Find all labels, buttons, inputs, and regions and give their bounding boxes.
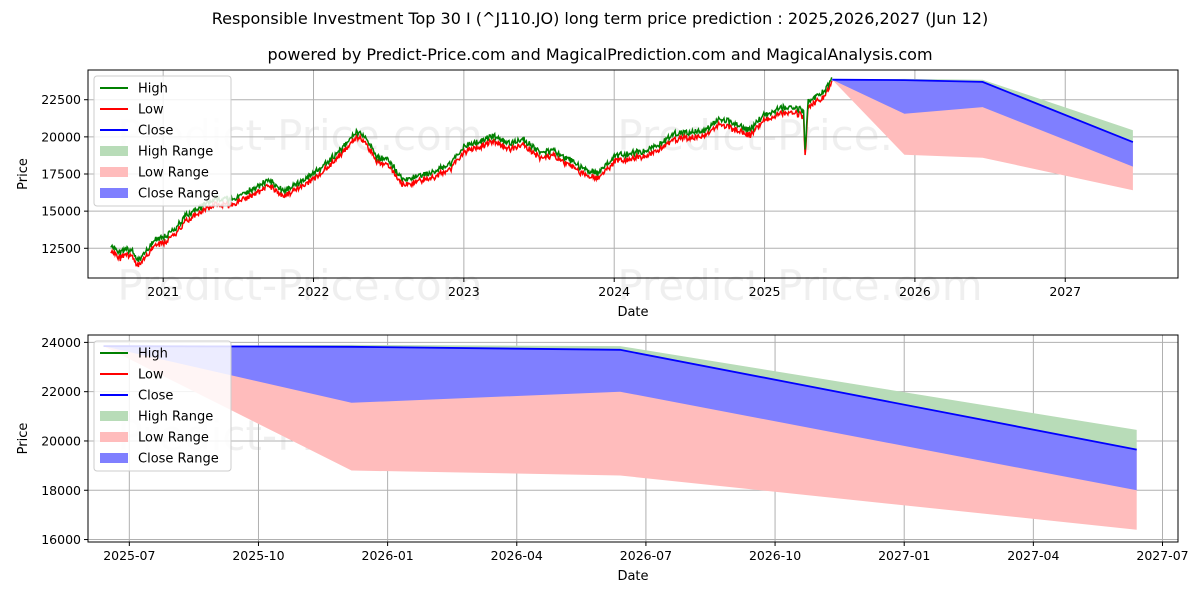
- x-tick-label: 2027-01: [878, 548, 930, 563]
- y-tick-label: 22500: [41, 92, 81, 107]
- legend-label: Close Range: [138, 452, 219, 467]
- x-tick-label: 2025-10: [232, 548, 284, 563]
- x-tick-label: 2027-07: [1136, 548, 1188, 563]
- legend-label: Close Range: [138, 187, 219, 202]
- x-tick-label: 2024: [598, 284, 630, 299]
- close-series-line: [832, 78, 1134, 143]
- x-tick-label: 2027: [1049, 284, 1081, 299]
- legend-box: [93, 75, 232, 207]
- x-tick-label: 2025-07: [103, 548, 155, 563]
- y-tick-label: 20000: [41, 433, 81, 448]
- x-tick-label: 2026: [899, 284, 931, 299]
- legend-patch-swatch: [100, 188, 128, 198]
- y-tick-label: 22000: [41, 384, 81, 399]
- x-tick-label: 2026-10: [749, 548, 801, 563]
- x-tick-label: 2023: [448, 284, 480, 299]
- high-range-band: [103, 344, 1137, 450]
- legend-label: Low: [138, 103, 164, 118]
- legend-label: High Range: [138, 410, 213, 425]
- watermark-text: Predict-Price.com: [117, 261, 482, 310]
- y-tick-label: 15000: [41, 204, 81, 219]
- legend-label: Close: [138, 389, 173, 404]
- legend-label: High: [138, 82, 168, 97]
- legend-patch-swatch: [100, 167, 128, 177]
- x-tick-label: 2026-07: [620, 548, 672, 563]
- x-tick-label: 2027-04: [1007, 548, 1059, 563]
- legend-label: High Range: [138, 145, 213, 160]
- legend-box: [93, 340, 232, 472]
- legend-label: Low: [138, 368, 164, 383]
- plot-panel-2: Predict-Price.comPredict-Price.com2025-0…: [16, 334, 1189, 584]
- close-range-band: [832, 79, 1133, 167]
- x-tick-label: 2026-01: [362, 548, 414, 563]
- x-axis-label: Date: [617, 305, 648, 320]
- high-range-band: [832, 78, 1133, 143]
- y-tick-label: 24000: [41, 335, 81, 350]
- legend-label: High: [138, 347, 168, 362]
- y-tick-label: 18000: [41, 483, 81, 498]
- y-tick-label: 16000: [41, 532, 81, 547]
- x-tick-label: 2026-04: [491, 548, 543, 563]
- legend-label: Close: [138, 124, 173, 139]
- axes-frame: [87, 334, 1179, 543]
- y-tick-label: 12500: [41, 241, 81, 256]
- x-tick-label: 2025: [749, 284, 781, 299]
- legend-patch-swatch: [100, 432, 128, 442]
- x-axis-label: Date: [617, 569, 648, 584]
- y-tick-label: 20000: [41, 129, 81, 144]
- legend-patch-swatch: [100, 146, 128, 156]
- chart-subtitle: powered by Predict-Price.com and Magical…: [267, 45, 933, 64]
- legend-patch-swatch: [100, 411, 128, 421]
- close-range-band: [103, 346, 1137, 491]
- legend-label: Low Range: [138, 166, 209, 181]
- y-axis-label: Price: [16, 158, 31, 190]
- watermark-text: Predict-Price.com: [617, 261, 982, 310]
- y-tick-label: 17500: [41, 167, 81, 182]
- chart-title: Responsible Investment Top 30 I (^J110.J…: [211, 9, 989, 28]
- plot-panel-1: Predict-Price.com Predict-Price.comPredic…: [16, 69, 1179, 320]
- y-axis-label: Price: [16, 423, 31, 455]
- x-tick-label: 2021: [147, 284, 179, 299]
- x-tick-label: 2022: [298, 284, 330, 299]
- plot-area: [110, 77, 1134, 268]
- legend-label: Low Range: [138, 431, 209, 446]
- legend-patch-swatch: [100, 453, 128, 463]
